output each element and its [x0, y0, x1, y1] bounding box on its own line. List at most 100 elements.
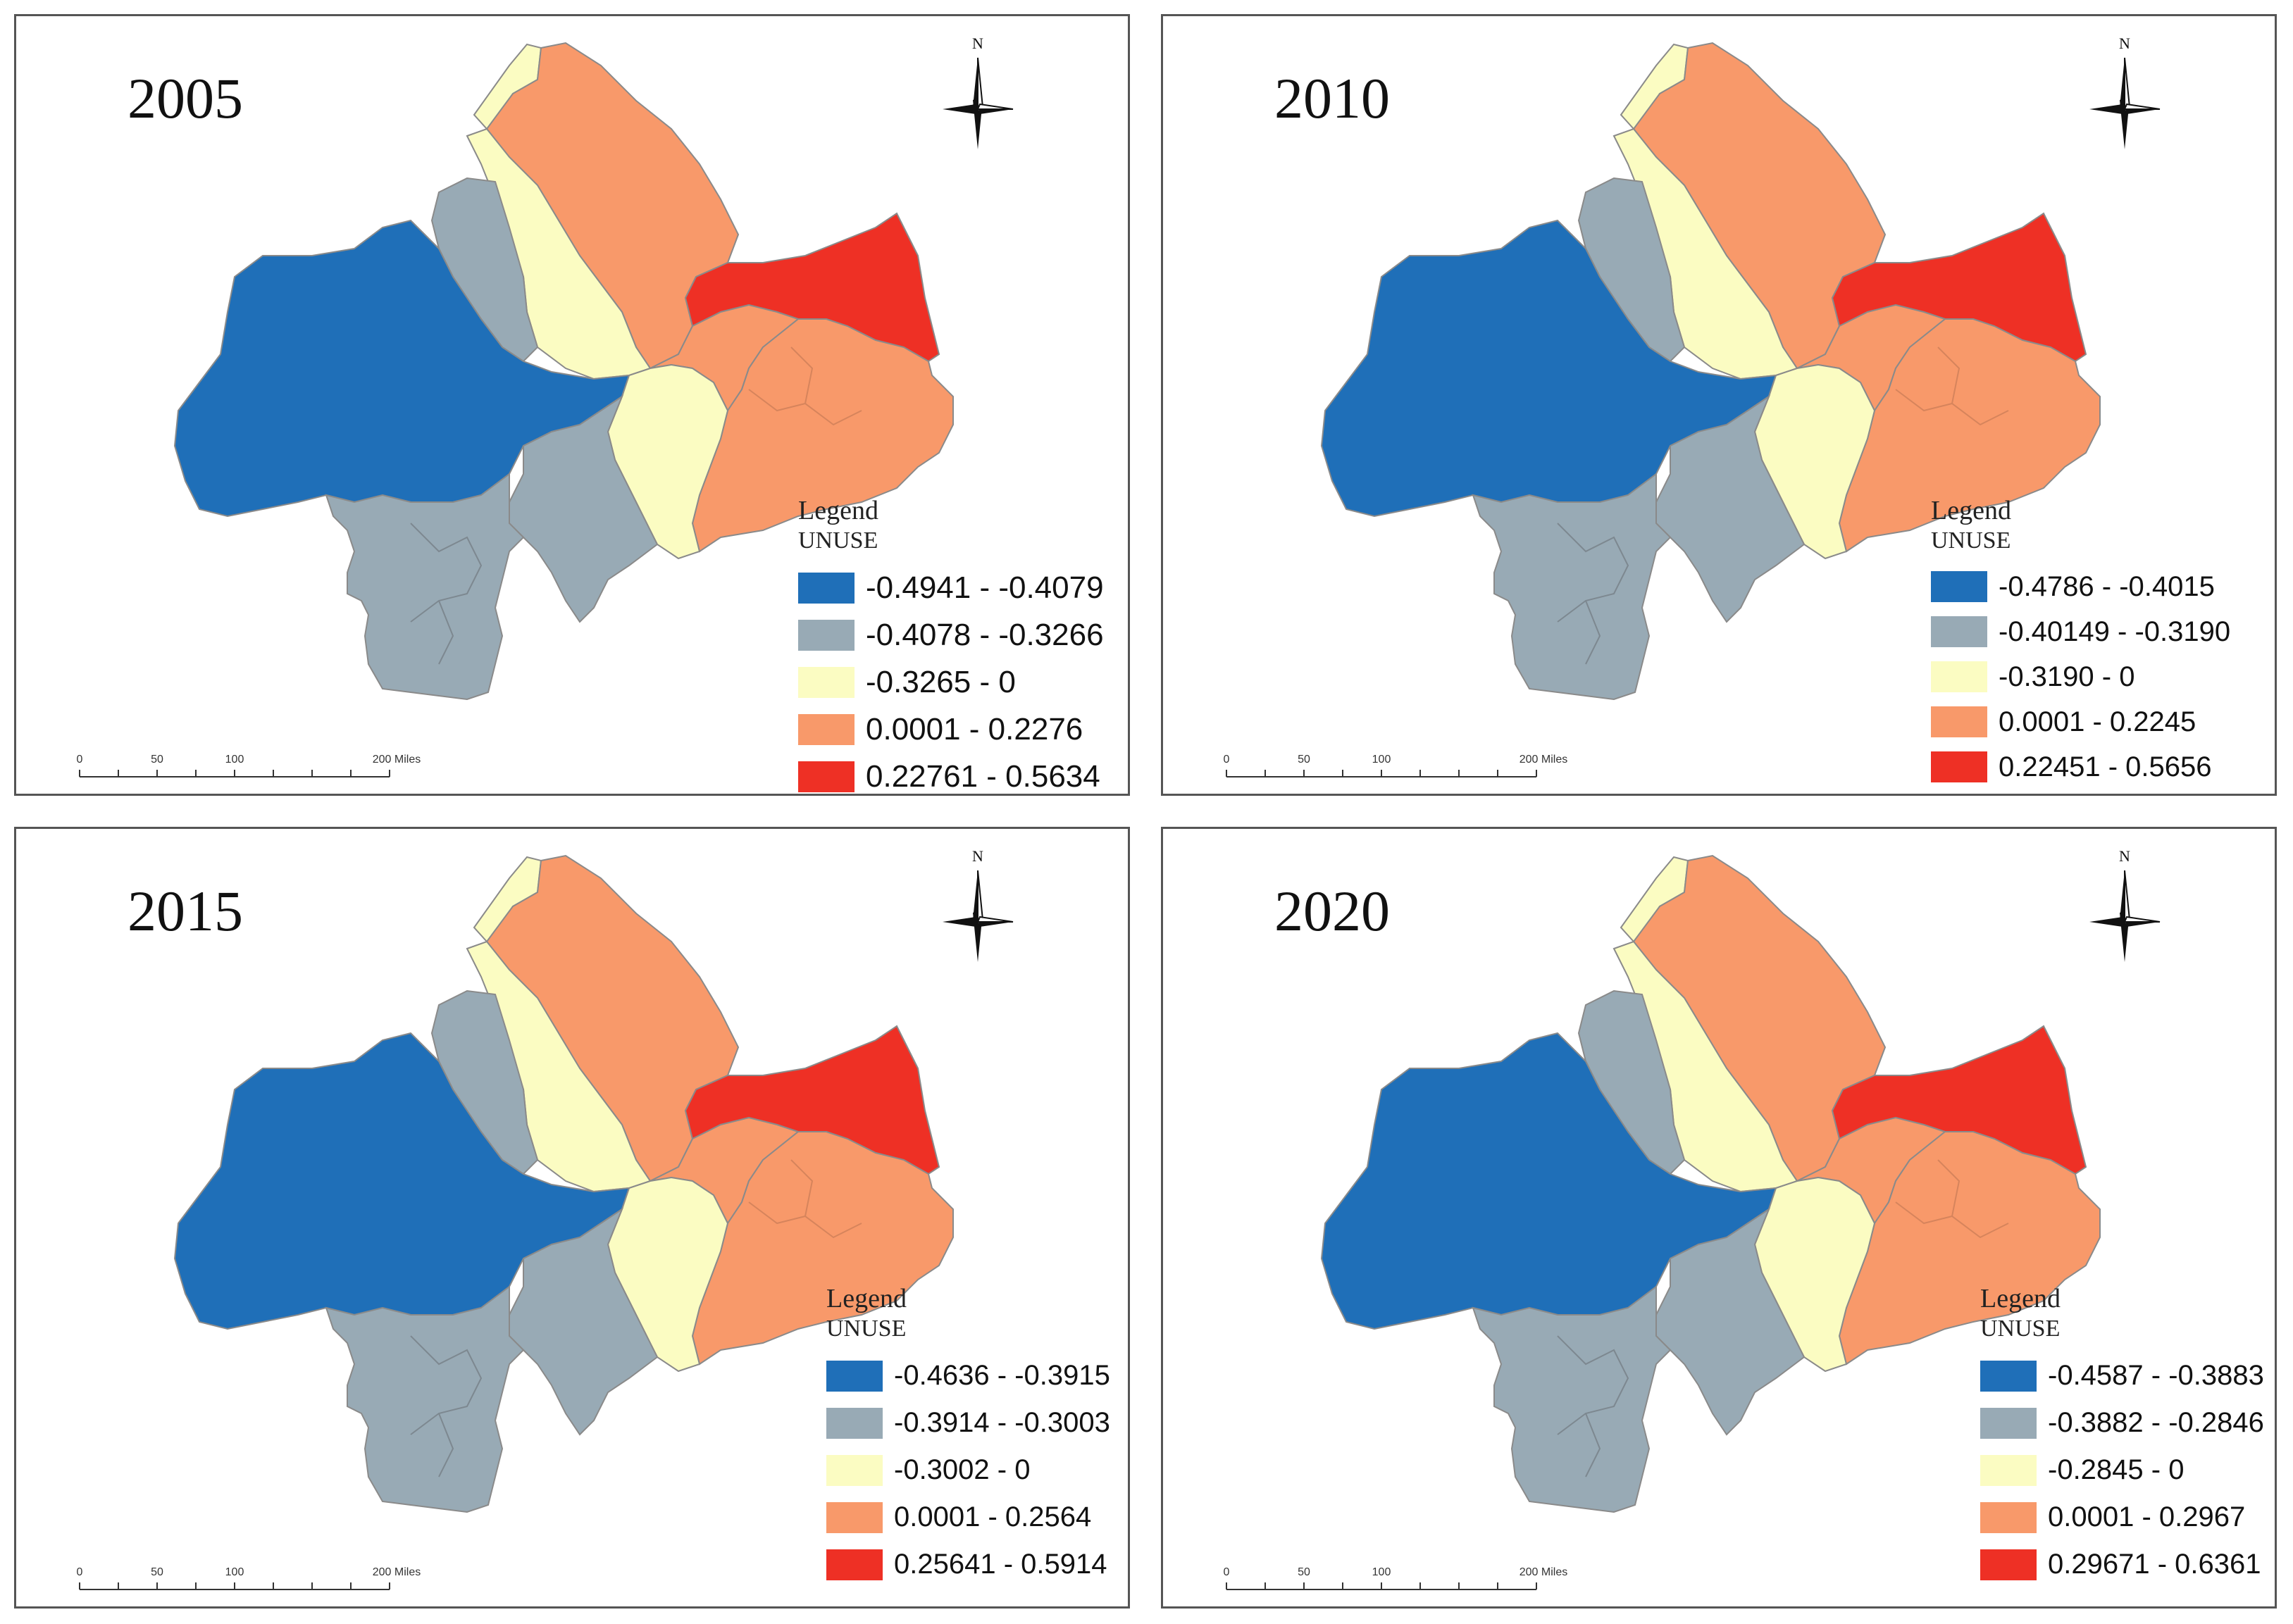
legend-item: -0.3002 - 0 [826, 1447, 1110, 1494]
legend-item: 0.0001 - 0.2276 [798, 706, 1104, 753]
internal-boundary [1895, 1159, 2009, 1239]
legend-label: 0.0001 - 0.2245 [1999, 706, 2196, 737]
legend-swatch [798, 761, 855, 792]
map-panel-2010: 2010 N Legend UNUSE -0.4786 - -0.4015 -0.4014… [1161, 14, 2277, 796]
internal-boundary [748, 1159, 862, 1239]
choropleth-map [1321, 42, 2101, 700]
internal-boundary [1557, 1335, 1629, 1478]
legend-item: -0.4636 - -0.3915 [826, 1352, 1110, 1399]
legend-label: -0.3190 - 0 [1999, 661, 2135, 692]
scale-tick-label: 50 [1298, 754, 1310, 766]
legend-item: 0.22761 - 0.5634 [798, 753, 1104, 794]
scale-bar: 0 50 100 200 Miles [1219, 1561, 1586, 1604]
year-title: 2020 [1274, 879, 1390, 943]
legend-label: 0.0001 - 0.2564 [894, 1501, 1092, 1532]
choropleth-map [1321, 855, 2101, 1513]
legend-swatch [1931, 616, 1987, 647]
scale-tick-label: 0 [1224, 1566, 1230, 1578]
internal-boundary [410, 523, 483, 665]
legend-swatch [798, 713, 855, 745]
scale-tick-label: 100 [1372, 754, 1391, 766]
legend-swatch [826, 1454, 883, 1486]
choropleth-map [174, 855, 954, 1513]
legend-label: -0.4587 - -0.3883 [2048, 1360, 2264, 1391]
legend-item: -0.2845 - 0 [1980, 1447, 2264, 1494]
legend-item: -0.4786 - -0.4015 [1931, 564, 2230, 609]
legend-label: -0.3002 - 0 [894, 1454, 1031, 1485]
map-region-grey-sw [1472, 1286, 1671, 1513]
scale-tick-label: 0 [77, 1566, 83, 1578]
legend-item: 0.0001 - 0.2564 [826, 1494, 1110, 1541]
north-label: N [2119, 847, 2130, 865]
map-region-grey-sw [325, 473, 524, 700]
legend-subtitle: UNUSE [1931, 527, 2011, 554]
legend-item: 0.25641 - 0.5914 [826, 1541, 1110, 1588]
legend-title: Legend [1931, 496, 2011, 525]
map-region-grey-sw [325, 1286, 524, 1513]
legend-swatch [1980, 1360, 2037, 1392]
north-arrow-icon: N [2079, 846, 2170, 966]
legend-swatch [1980, 1454, 2037, 1486]
legend-swatch [798, 619, 855, 651]
scale-tick-label: 200 Miles [1520, 1566, 1567, 1578]
year-title: 2015 [128, 879, 243, 943]
north-arrow-icon: N [2079, 33, 2170, 153]
internal-boundary [410, 1335, 483, 1478]
north-arrow-icon: N [932, 33, 1024, 153]
legend-item: -0.3190 - 0 [1931, 654, 2230, 699]
scale-bar: 0 50 100 200 Miles [73, 1561, 439, 1604]
legend-label: -0.3265 - 0 [866, 664, 1016, 699]
scale-tick-label: 0 [1224, 754, 1230, 766]
north-label: N [972, 847, 983, 865]
legend-label: 0.29671 - 0.6361 [2048, 1549, 2261, 1580]
legend-item: -0.3265 - 0 [798, 658, 1104, 706]
legend-subtitle: UNUSE [826, 1316, 907, 1342]
legend-swatch [1931, 751, 1987, 782]
scale-tick-label: 50 [1298, 1566, 1310, 1578]
legend-swatch [798, 572, 855, 604]
north-arrow-icon: N [932, 846, 1024, 966]
legend-swatch [1931, 661, 1987, 692]
north-label: N [972, 35, 983, 52]
scale-tick-label: 50 [151, 754, 163, 766]
legend-label: 0.0001 - 0.2276 [866, 711, 1083, 747]
legend-swatch [1980, 1407, 2037, 1439]
legend-swatch [826, 1407, 883, 1439]
legend-subtitle: UNUSE [1980, 1316, 2061, 1342]
scale-tick-label: 100 [225, 1566, 244, 1578]
legend-title: Legend [1980, 1284, 2061, 1313]
legend-label: -0.4078 - -0.3266 [866, 617, 1104, 652]
map-legend: Legend UNUSE -0.4941 - -0.4079 -0.4078 - -0… [798, 495, 1104, 794]
choropleth-map [174, 42, 954, 700]
map-legend: Legend UNUSE -0.4587 - -0.3883 -0.3882 - -0… [1980, 1283, 2264, 1588]
legend-item: 0.0001 - 0.2967 [1980, 1494, 2264, 1541]
legend-swatch [798, 666, 855, 698]
legend-item: -0.4941 - -0.4079 [798, 564, 1104, 611]
internal-boundary [1895, 346, 2009, 426]
legend-item: -0.40149 - -0.3190 [1931, 609, 2230, 654]
map-panel-2015: 2015 N Legend UNUSE -0.4636 - -0.3915 -0.3914… [14, 827, 1130, 1609]
year-title: 2005 [128, 66, 243, 130]
legend-label: 0.25641 - 0.5914 [894, 1549, 1107, 1580]
legend-label: -0.4636 - -0.3915 [894, 1360, 1110, 1391]
map-legend: Legend UNUSE -0.4636 - -0.3915 -0.3914 - -0… [826, 1283, 1110, 1588]
scale-tick-label: 200 Miles [373, 1566, 421, 1578]
legend-label: 0.22761 - 0.5634 [866, 758, 1100, 794]
legend-swatch [826, 1360, 883, 1392]
legend-label: -0.3882 - -0.2846 [2048, 1407, 2264, 1438]
legend-title: Legend [826, 1284, 907, 1313]
legend-label: -0.2845 - 0 [2048, 1454, 2185, 1485]
legend-swatch [1980, 1549, 2037, 1580]
year-title: 2010 [1274, 66, 1390, 130]
legend-item: -0.4078 - -0.3266 [798, 611, 1104, 658]
internal-boundary [1557, 523, 1629, 665]
legend-label: -0.4941 - -0.4079 [866, 570, 1104, 605]
legend-item: -0.4587 - -0.3883 [1980, 1352, 2264, 1399]
legend-swatch [826, 1501, 883, 1533]
legend-label: 0.0001 - 0.2967 [2048, 1501, 2246, 1532]
scale-bar: 0 50 100 200 Miles [73, 749, 439, 791]
legend-swatch [1980, 1501, 2037, 1533]
legend-swatch [826, 1549, 883, 1580]
map-panel-2005: 2005 N Legend UNUSE -0.4941 - -0.4079 -0.4078… [14, 14, 1130, 796]
internal-boundary [748, 346, 862, 426]
